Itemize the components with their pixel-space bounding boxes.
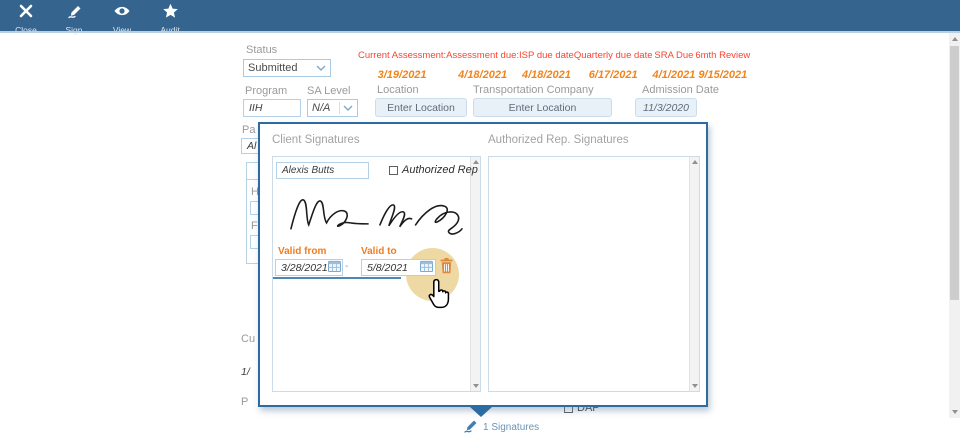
scroll-up-icon[interactable] <box>472 160 479 164</box>
close-button[interactable]: Close <box>2 0 50 35</box>
calendar-icon[interactable] <box>420 260 433 275</box>
obscured-bottom-label: P <box>241 396 249 408</box>
calendar-icon[interactable] <box>327 260 341 275</box>
authorized-rep-signatures-header: Authorized Rep. Signatures <box>488 134 629 146</box>
valid-to-input[interactable]: 5/8/2021 <box>361 259 436 276</box>
cursor-pointer <box>427 278 453 315</box>
valid-from-input[interactable]: 3/28/2021 <box>275 259 343 276</box>
authorized-rep-checkbox[interactable] <box>389 166 398 175</box>
page-scrollbar[interactable] <box>949 33 960 418</box>
scroll-down-icon[interactable] <box>472 384 479 388</box>
trash-icon[interactable] <box>440 258 453 279</box>
toolbar-divider <box>0 31 960 33</box>
sign-pen-icon <box>66 3 83 24</box>
status-select[interactable]: Submitted <box>243 59 331 77</box>
signatures-count[interactable]: 1 Signatures <box>483 422 540 433</box>
admission-date-button[interactable]: 11/3/2020 <box>635 98 697 117</box>
location-label: Location <box>377 84 419 96</box>
close-button-label: Close <box>15 25 37 35</box>
status-label: Status <box>246 44 278 56</box>
scroll-down-icon[interactable] <box>691 384 698 388</box>
client-signatures-header: Client Signatures <box>272 134 360 146</box>
due-label: Assessment due: <box>446 50 520 61</box>
due-date-value: 9/15/2021 <box>698 69 748 81</box>
view-button-label: View <box>112 25 132 35</box>
sa-level-select[interactable]: N/A <box>307 99 358 117</box>
signatures-pen-icon <box>462 417 479 439</box>
due-label: Quarterly due date <box>573 50 653 61</box>
view-button[interactable]: View <box>98 0 146 35</box>
obscured-row-label-2: F <box>251 220 258 232</box>
client-signatures-panel: Alexis Butts Authorized Rep Valid from 3… <box>272 156 481 392</box>
obscured-patient-label: Pa <box>242 124 256 136</box>
dialog-pointer-triangle <box>470 407 492 417</box>
due-col-isp-due: ISP due date 4/18/2021 <box>519 50 574 81</box>
due-col-quarterly-due: Quarterly due date 6/17/2021 <box>574 50 653 81</box>
due-date-value: 4/18/2021 <box>458 69 508 81</box>
valid-from-value: 3/28/2021 <box>281 261 328 274</box>
program-input[interactable]: IIH <box>243 99 301 117</box>
sa-level-value: N/A <box>312 102 331 114</box>
due-col-sra-due: SRA Due 4/1/2021 <box>653 50 696 81</box>
due-label: 6mth Review <box>695 50 751 61</box>
program-label: Program <box>245 85 288 97</box>
sign-button[interactable]: Sign <box>50 0 98 35</box>
due-label: Current Assessment: <box>358 50 447 61</box>
due-date-value: 3/19/2021 <box>377 69 427 81</box>
toolbar: Close Sign View Audit <box>0 0 960 35</box>
scroll-up-icon[interactable] <box>951 37 958 41</box>
sign-button-label: Sign <box>65 25 83 35</box>
obscured-current-label: Cu <box>241 333 256 345</box>
valid-to-value: 5/8/2021 <box>367 261 408 274</box>
close-icon <box>18 3 34 24</box>
valid-from-label: Valid from <box>278 246 327 257</box>
rep-panel-scrollbar[interactable] <box>689 157 699 391</box>
due-label: SRA Due <box>654 50 694 61</box>
due-col-assessment-due: Assessment due: 4/18/2021 <box>446 50 519 81</box>
sa-level-label: SA Level <box>307 85 351 97</box>
star-icon <box>162 3 179 24</box>
client-signature-stroke <box>285 185 463 243</box>
admission-date-label: Admission Date <box>642 84 720 96</box>
chevron-down-icon <box>316 62 326 74</box>
due-col-6mth-review: 6mth Review 9/15/2021 <box>695 50 750 81</box>
date-row-underline <box>273 277 401 279</box>
authorized-rep-panel <box>488 156 700 392</box>
audit-button-label: Audit <box>160 25 180 35</box>
signatures-dialog: Client Signatures Authorized Rep. Signat… <box>258 122 708 407</box>
location-button[interactable]: Enter Location <box>375 98 467 117</box>
valid-to-label: Valid to <box>361 246 397 257</box>
scroll-up-icon[interactable] <box>691 160 698 164</box>
due-date-value: 4/18/2021 <box>521 69 571 81</box>
due-dates-strip: Current Assessment: 3/19/2021 Assessment… <box>358 50 750 81</box>
scroll-down-icon[interactable] <box>951 410 958 414</box>
due-date-value: 6/17/2021 <box>588 69 638 81</box>
due-date-value: 4/1/2021 <box>652 69 696 81</box>
signer-name-input[interactable]: Alexis Butts <box>276 162 369 179</box>
authorized-rep-checkbox-label: Authorized Rep <box>402 164 478 176</box>
due-col-current-assessment: Current Assessment: 3/19/2021 <box>358 50 446 81</box>
status-select-value: Submitted <box>248 62 298 74</box>
page-scrollbar-thumb[interactable] <box>950 46 959 300</box>
transportation-button[interactable]: Enter Location <box>473 98 612 117</box>
audit-button[interactable]: Audit <box>146 0 194 35</box>
obscured-date-value: 1/ <box>241 366 250 378</box>
eye-icon <box>113 3 131 24</box>
date-range-separator: - <box>345 261 349 272</box>
due-label: ISP due date <box>519 50 574 61</box>
transportation-label: Transportation Company <box>473 84 594 96</box>
obscured-row-label-1: H <box>251 186 259 198</box>
chevron-down-icon <box>339 102 353 114</box>
client-panel-scrollbar[interactable] <box>470 157 480 391</box>
